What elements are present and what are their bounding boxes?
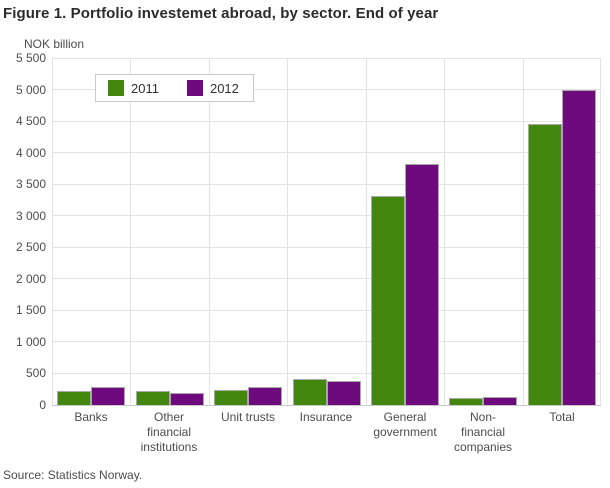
y-tick-label: 2 500 xyxy=(15,240,46,255)
gridline-y-4500 xyxy=(52,120,601,122)
legend-swatch-2011 xyxy=(108,80,124,96)
bar-2011-unit-trusts xyxy=(214,390,248,405)
y-tick-label: 4 000 xyxy=(15,145,46,160)
gridline-y-3500 xyxy=(52,183,601,185)
source-note: Source: Statistics Norway. xyxy=(3,468,143,482)
x-axis-label-banks: Banks xyxy=(74,410,108,424)
x-axis-label-total: Total xyxy=(549,410,575,424)
bar-2012-unit-trusts xyxy=(248,387,282,405)
bar-2012-general-government xyxy=(405,164,439,405)
bar-2011-total xyxy=(528,124,562,405)
x-axis-label-general-government: General government xyxy=(373,410,437,439)
bar-2011-banks xyxy=(57,391,91,405)
y-tick-label: 5 000 xyxy=(15,82,46,97)
gridline-y-2000 xyxy=(52,278,601,280)
gridline-x xyxy=(130,58,131,405)
x-axis-label-non-financial-companies: Non-financial companies xyxy=(453,410,513,454)
y-tick-label: 1 500 xyxy=(15,303,46,318)
gridline-y-1500 xyxy=(52,309,601,311)
chart-title: Figure 1. Portfolio investemet abroad, b… xyxy=(3,5,439,22)
gridline-x xyxy=(600,58,601,405)
y-tick-label: 3 000 xyxy=(15,208,46,223)
y-tick-label: 1 000 xyxy=(15,334,46,349)
plot-area xyxy=(52,57,601,406)
gridline-x xyxy=(287,58,288,405)
gridline-y-4000 xyxy=(52,152,601,154)
bar-2011-general-government xyxy=(371,196,405,405)
bar-2011-other-financial-institutions xyxy=(136,391,170,405)
y-tick-label: 5 500 xyxy=(15,51,46,65)
legend-label-2012: 2012 xyxy=(209,80,239,96)
y-tick-label: 4 500 xyxy=(15,114,46,129)
bar-2011-non-financial-companies xyxy=(449,398,483,405)
bar-2012-total xyxy=(562,90,596,405)
bar-2012-insurance xyxy=(327,381,361,405)
gridline-y-2500 xyxy=(52,246,601,248)
y-tick-label: 3 500 xyxy=(15,177,46,192)
gridline-y-1000 xyxy=(52,341,601,343)
gridline-y-5000 xyxy=(52,89,601,91)
bar-2012-other-financial-institutions xyxy=(170,393,204,405)
x-axis-label-insurance: Insurance xyxy=(299,410,353,424)
gridline-x xyxy=(52,58,53,405)
gridline-x xyxy=(366,58,367,405)
legend-label-2011: 2011 xyxy=(131,80,159,96)
legend: 2011 2012 xyxy=(95,74,254,102)
gridline-y-3000 xyxy=(52,215,601,217)
x-axis-label-other-financial-institutions: Other financial institutions xyxy=(140,410,198,454)
y-tick-label: 500 xyxy=(25,366,46,381)
gridline-x xyxy=(523,58,524,405)
legend-swatch-2012 xyxy=(186,80,203,96)
bar-2012-non-financial-companies xyxy=(483,397,517,405)
gridline-y-5500 xyxy=(52,57,601,59)
gridline-x xyxy=(444,58,445,405)
y-tick-label: 0 xyxy=(39,398,46,412)
legend-item-2011: 2011 xyxy=(108,80,159,96)
y-axis-unit-label: NOK billion xyxy=(24,37,85,51)
bar-2012-banks xyxy=(91,387,125,405)
x-axis-label-unit-trusts: Unit trusts xyxy=(220,410,275,424)
bar-2011-insurance xyxy=(293,379,327,405)
y-tick-label: 2 000 xyxy=(15,271,46,286)
legend-item-2012: 2012 xyxy=(186,80,239,96)
gridline-x xyxy=(209,58,210,405)
gridline-y-500 xyxy=(52,372,601,374)
gridline-y-0 xyxy=(52,405,601,406)
